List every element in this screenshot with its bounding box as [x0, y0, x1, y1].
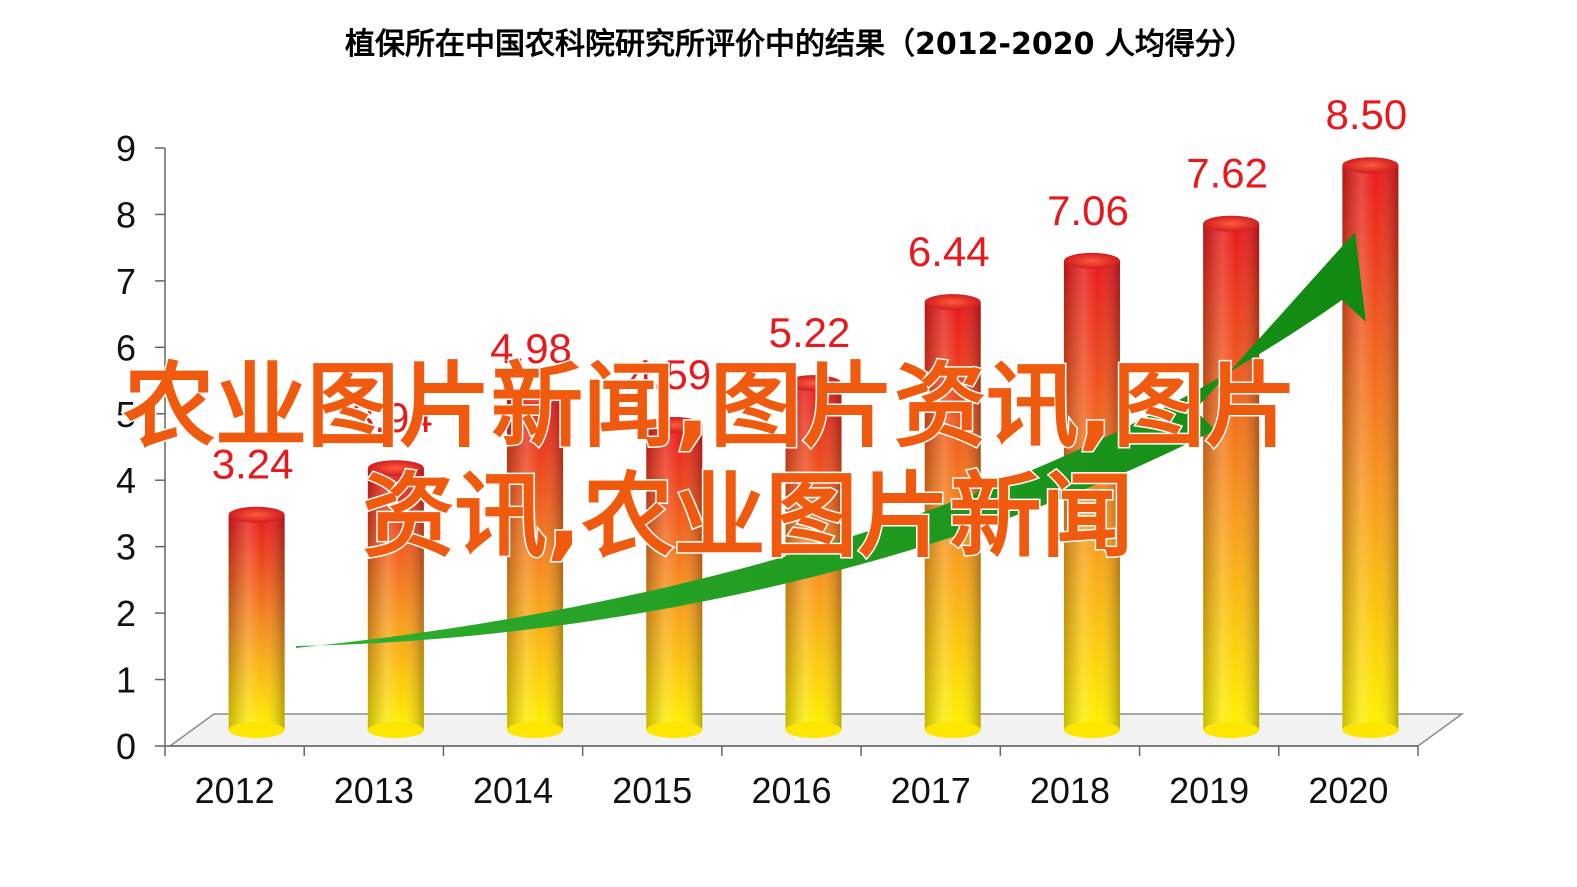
bar-2018	[1063, 252, 1120, 738]
x-tick-label: 2017	[891, 770, 971, 811]
bar-2013	[367, 460, 424, 738]
bar-top	[785, 375, 842, 392]
trend-arrow	[296, 232, 1366, 648]
watermark-line-2: 资讯,农业图片新闻	[363, 463, 1134, 570]
bar-2015	[646, 417, 703, 738]
data-label: 8.50	[1326, 91, 1408, 138]
bar-base	[785, 722, 842, 738]
bar-top	[367, 460, 424, 477]
x-axis-ticks: 2012 2013 2014 2015 2016 2017 2018 2019 2020	[164, 746, 1419, 811]
y-tick-label: 6	[116, 327, 136, 368]
data-label: 3.24	[212, 441, 294, 488]
bar-top	[507, 391, 564, 408]
y-tick-label: 9	[116, 128, 136, 169]
y-tick-label: 5	[116, 394, 136, 435]
y-tick-label: 2	[116, 593, 136, 634]
bar-base	[924, 722, 981, 738]
bar-base	[367, 722, 424, 738]
y-tick-label: 4	[116, 460, 136, 501]
bar-base	[228, 722, 285, 738]
y-tick-label: 1	[116, 660, 136, 701]
x-tick-label: 2019	[1169, 770, 1249, 811]
bar-top	[1342, 157, 1399, 174]
x-tick-label: 2016	[751, 770, 831, 811]
bar-2012	[228, 506, 285, 738]
y-tick-label: 0	[116, 726, 136, 767]
bar-base	[1063, 722, 1120, 738]
x-tick-label: 2014	[473, 770, 553, 811]
y-tick-label: 8	[116, 194, 136, 235]
data-label: 7.06	[1047, 187, 1129, 234]
data-label: 5.22	[769, 309, 851, 356]
y-tick-label: 7	[116, 261, 136, 302]
bar-top	[1203, 215, 1260, 232]
bar-base	[646, 722, 703, 738]
x-tick-label: 2015	[612, 770, 692, 811]
data-label: 7.62	[1186, 150, 1268, 197]
data-label: 3.94	[351, 394, 433, 441]
x-tick-label: 2018	[1030, 770, 1110, 811]
bar-shading	[1203, 223, 1260, 730]
bar-2014	[507, 391, 564, 738]
bar-shading	[646, 425, 703, 730]
data-label: 6.44	[908, 228, 990, 275]
bar-2019	[1203, 215, 1260, 738]
chart-title: 植保所在中国农科院研究所评价中的结果（2012-2020 人均得分）	[345, 27, 1255, 62]
bar-top	[646, 417, 703, 434]
bar-top	[924, 294, 981, 311]
x-tick-label: 2020	[1308, 770, 1388, 811]
bar-shading	[507, 399, 564, 730]
y-tick-label: 3	[116, 527, 136, 568]
watermark-line-1: 农业图片新闻,图片资讯,图片	[123, 353, 1297, 460]
bar-top	[228, 506, 285, 523]
data-labels: 3.24 3.94 4.98 4.59 5.22 6.44 7.06 7.62 8.50	[212, 91, 1408, 487]
x-tick-label: 2012	[195, 770, 275, 811]
data-label: 4.59	[629, 351, 711, 398]
bar-base	[1203, 722, 1260, 738]
bar-shading	[228, 514, 285, 730]
bar-shading	[367, 468, 424, 730]
bar-top	[1063, 252, 1120, 269]
data-label: 4.98	[490, 325, 572, 372]
y-axis-ticks: 0 1 2 3 4 5 6 7 8 9	[116, 128, 165, 767]
bar-shading	[1063, 260, 1120, 730]
bar-base	[1342, 722, 1399, 738]
x-tick-label: 2013	[334, 770, 414, 811]
bar-base	[507, 722, 564, 738]
